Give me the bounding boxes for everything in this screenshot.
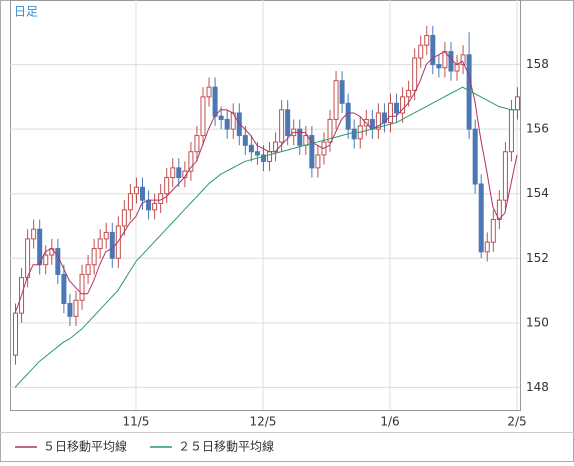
candle-body — [242, 135, 248, 146]
candle-body — [236, 112, 242, 137]
candle-body — [351, 128, 357, 140]
candle-body — [472, 128, 478, 185]
candle-body — [400, 96, 406, 114]
y-tick-label: 152 — [526, 251, 549, 265]
y-tick-label: 150 — [526, 315, 549, 329]
candle-body — [85, 264, 91, 275]
candle-body — [91, 248, 97, 266]
candle-body — [279, 109, 285, 143]
candle-body — [375, 112, 381, 130]
candle-body — [327, 118, 333, 143]
candle-body — [109, 231, 115, 259]
candle-body — [67, 302, 73, 317]
candle-body — [436, 64, 442, 69]
x-tick-label: 1/6 — [380, 415, 399, 429]
candle-body — [260, 154, 266, 162]
candle-body — [43, 254, 49, 266]
candle-body — [418, 44, 424, 59]
chart-title: 日足 — [14, 5, 38, 19]
candle-body — [146, 199, 152, 211]
y-tick-label: 158 — [526, 57, 549, 71]
candle-body — [297, 128, 303, 146]
candle-body — [315, 154, 321, 169]
candle-body — [412, 57, 418, 91]
candle-body — [206, 86, 212, 98]
candle-body — [466, 54, 472, 130]
legend-label: ２５日移動平均線 — [178, 439, 274, 454]
ma-line — [14, 86, 517, 388]
candle-body — [218, 115, 224, 120]
candle-body — [200, 96, 206, 137]
candle-body — [460, 54, 466, 66]
candle-body — [31, 228, 37, 240]
candle-body — [430, 35, 436, 66]
candle-body — [152, 202, 158, 211]
y-tick-label: 154 — [526, 186, 549, 200]
candle-body — [121, 209, 127, 227]
y-tick-label: 148 — [526, 380, 549, 394]
candle-body — [515, 96, 520, 111]
candle-body — [448, 51, 454, 72]
candle-body — [484, 241, 490, 253]
candle-body — [188, 151, 194, 172]
candle-body — [170, 167, 176, 179]
candle-body — [254, 151, 260, 156]
x-tick-label: 2/5 — [507, 415, 526, 429]
candle-body — [127, 193, 133, 211]
candle-body — [454, 64, 460, 72]
y-tick-label: 156 — [526, 122, 549, 136]
candle-body — [406, 89, 412, 98]
candle-body — [224, 118, 230, 130]
candle-body — [248, 144, 254, 153]
legend-label: ５日移動平均線 — [43, 439, 127, 454]
candle-body — [158, 193, 164, 204]
candle-body — [490, 219, 496, 243]
candle-body — [309, 135, 315, 169]
candle-body — [164, 177, 170, 195]
candle-body — [97, 238, 103, 250]
candle-body — [387, 102, 393, 124]
x-tick-label: 12/5 — [249, 415, 276, 429]
candle-body — [285, 109, 291, 137]
ma-line — [14, 51, 518, 314]
candle-body — [345, 102, 351, 130]
candle-body — [508, 109, 514, 153]
candle-body — [424, 35, 430, 46]
candle-body — [502, 151, 508, 201]
x-tick-label: 11/5 — [122, 415, 149, 429]
candle-body — [140, 186, 146, 201]
candle-body — [13, 312, 18, 356]
candle-body — [61, 273, 67, 304]
plot-area — [10, 0, 521, 411]
candle-body — [478, 183, 484, 253]
candle-body — [394, 102, 400, 114]
candle-body — [79, 273, 85, 301]
candle-body — [55, 248, 61, 275]
candle-body — [333, 80, 339, 120]
candle-body — [73, 299, 79, 317]
candle-body — [267, 151, 273, 162]
candle-body — [37, 228, 43, 266]
candle-body — [303, 135, 309, 146]
candle-body — [25, 238, 31, 279]
candle-body — [339, 80, 345, 104]
candle-body — [103, 231, 109, 240]
candle-body — [194, 135, 200, 153]
candle-body — [176, 167, 182, 179]
candle-body — [133, 186, 139, 195]
candle-body — [212, 86, 218, 117]
